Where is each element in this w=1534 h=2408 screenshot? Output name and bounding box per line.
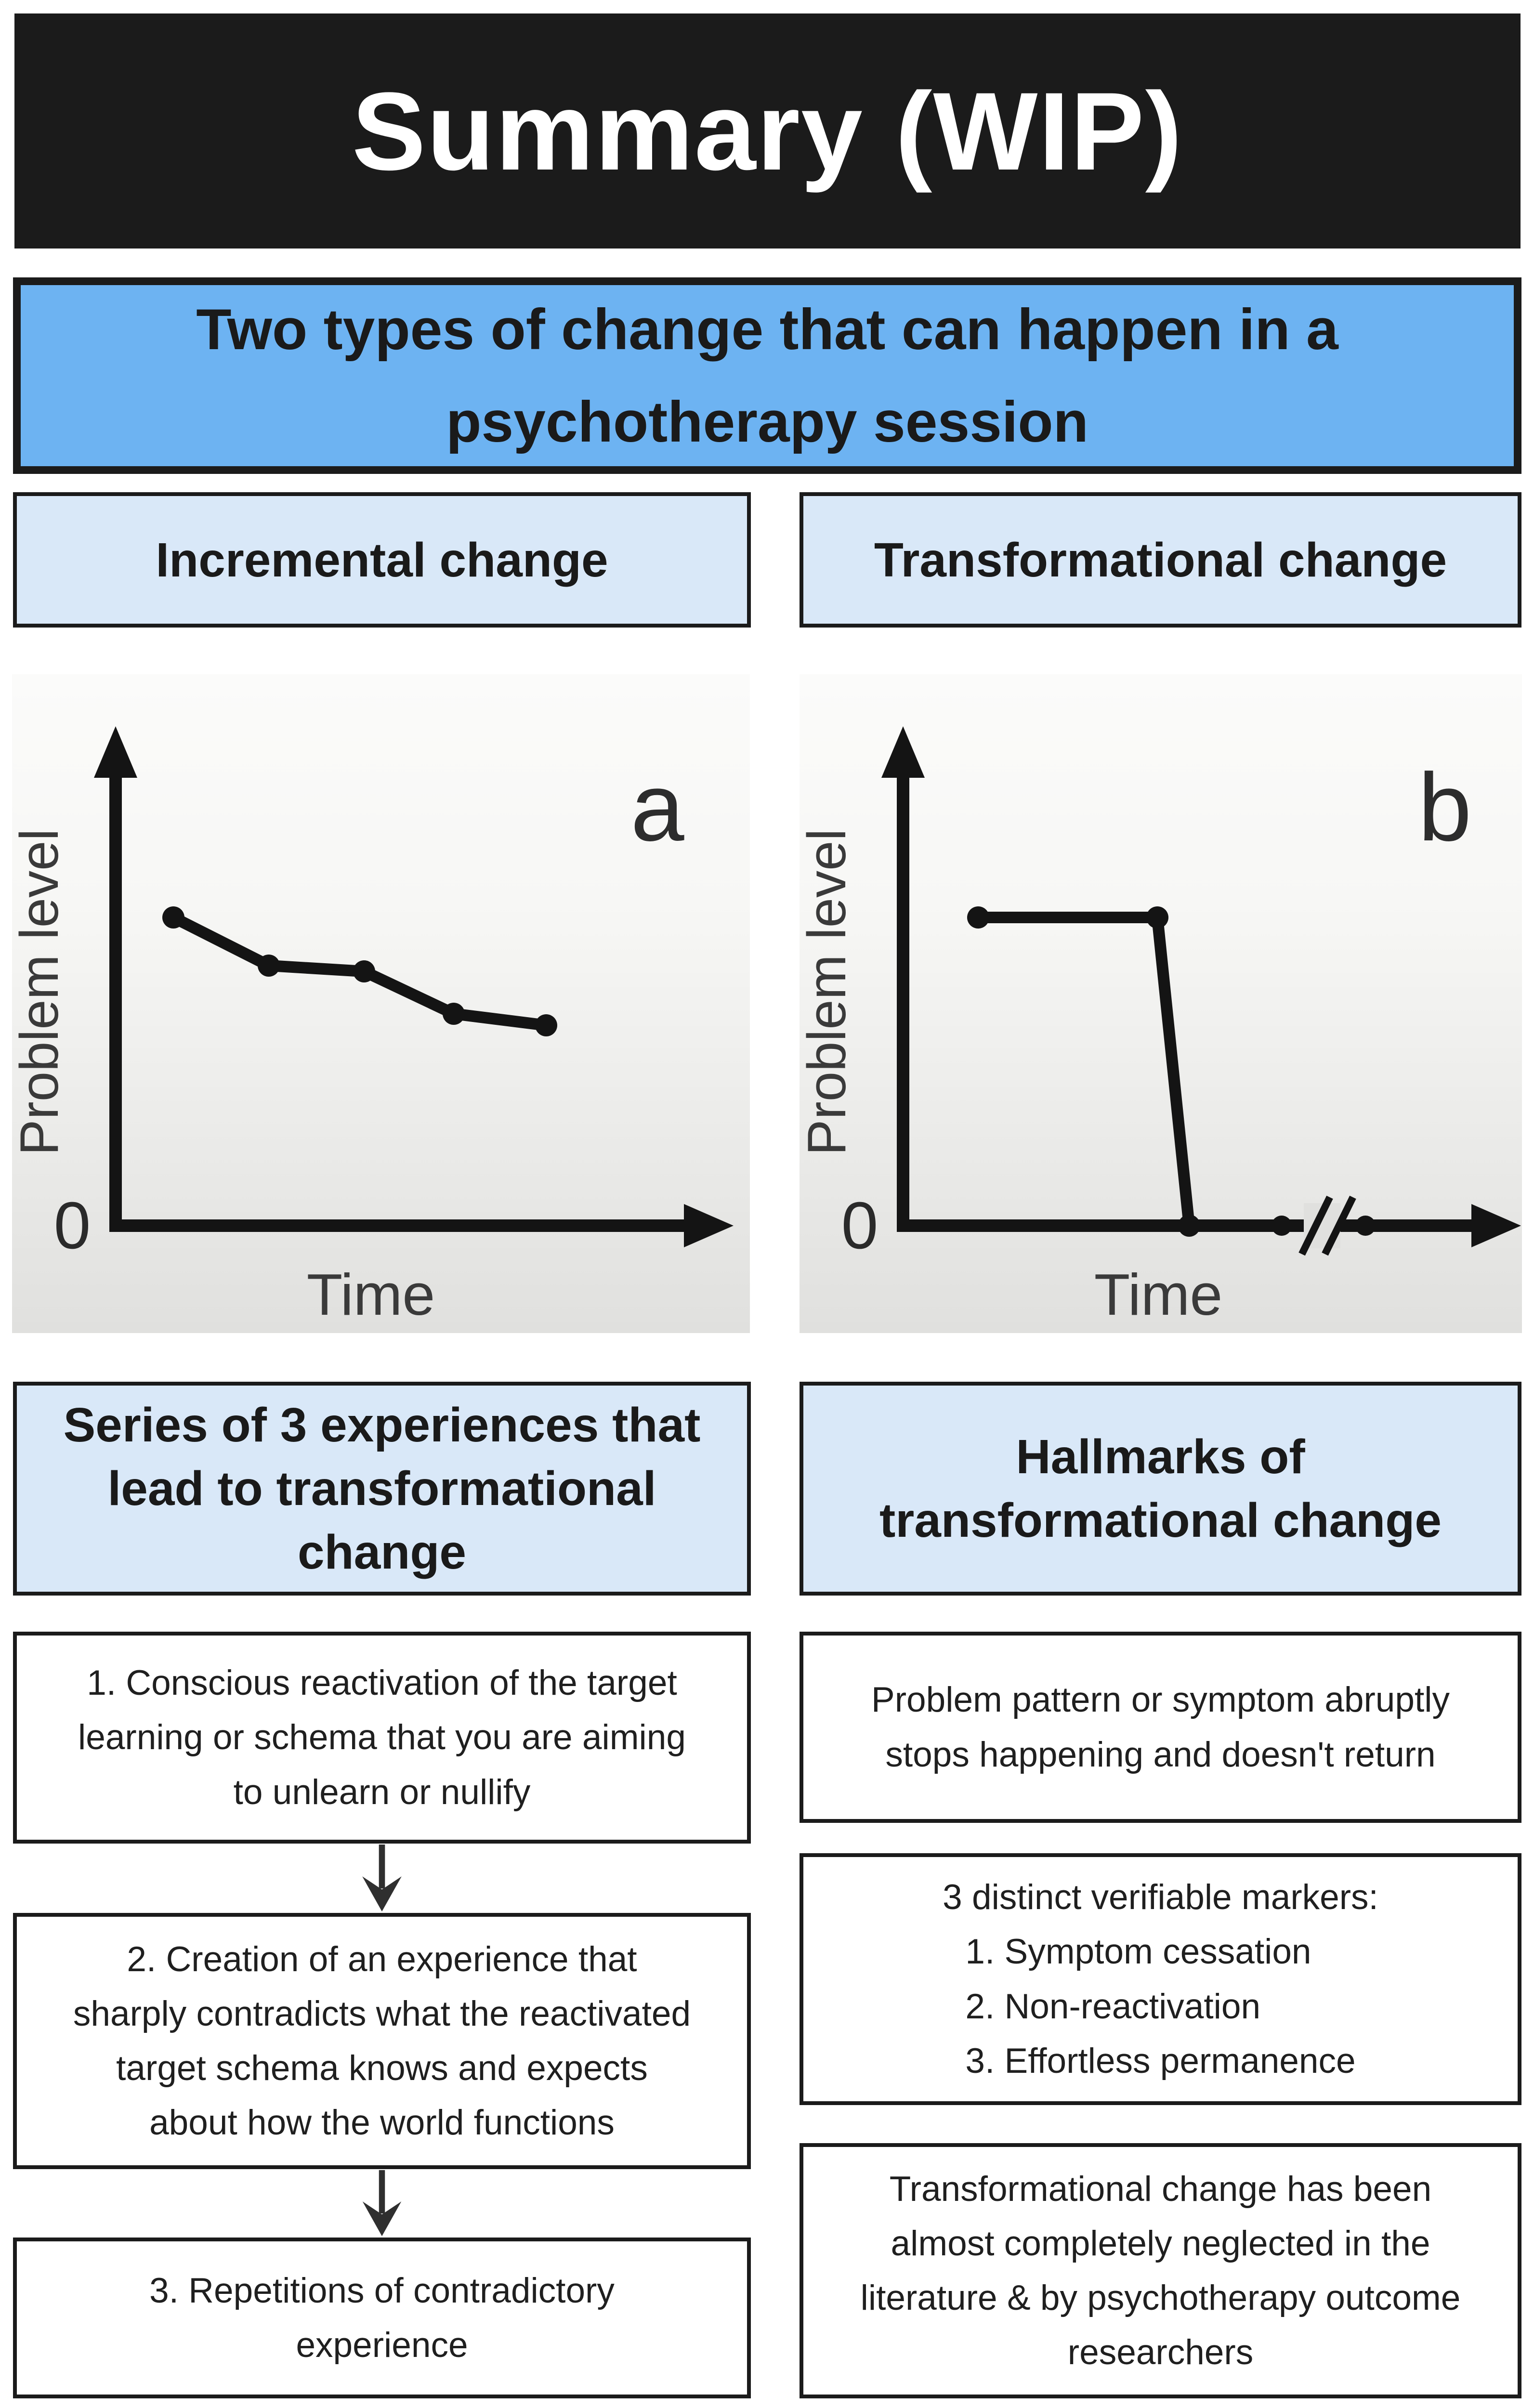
svg-text:Time: Time: [307, 1262, 435, 1327]
incremental-change-label: Incremental change: [156, 533, 608, 587]
down-arrow-icon: [348, 2170, 416, 2237]
marker-item: 3. Effortless permanence: [965, 2041, 1356, 2081]
neglected-note-box: Transformational change has been almost …: [800, 2143, 1521, 2398]
incremental-change-header: Incremental change: [13, 492, 751, 628]
svg-text:0: 0: [54, 1189, 91, 1263]
down-arrow-icon: [348, 1845, 416, 1912]
step-1-box: 1. Conscious reactivation of the target …: [13, 1632, 751, 1844]
markers-content: 3 distinct verifiable markers: 1. Sympto…: [943, 1870, 1378, 2088]
series-of-experiences-header: Series of 3 experiences that lead to tra…: [13, 1382, 751, 1596]
hallmark-description-text: Problem pattern or symptom abruptly stop…: [871, 1680, 1450, 1774]
page-title: Summary (WIP): [352, 69, 1183, 193]
svg-text:Problem level: Problem level: [800, 829, 857, 1156]
svg-text:Time: Time: [1094, 1262, 1223, 1327]
step-2-text: 2. Creation of an experience that sharpl…: [73, 1939, 691, 2143]
transformational-change-header: Transformational change: [800, 492, 1521, 628]
main-banner: Two types of change that can happen in a…: [13, 277, 1521, 474]
marker-item: 2. Non-reactivation: [965, 1987, 1261, 2026]
incremental-change-chart: 0 Time Problem level a: [12, 674, 750, 1333]
markers-list: 1. Symptom cessation 2. Non-reactivation…: [965, 1924, 1355, 2088]
step-2-box: 2. Creation of an experience that sharpl…: [13, 1913, 751, 2169]
svg-text:Problem level: Problem level: [12, 829, 69, 1156]
step-3-text: 3. Repetitions of contradictory experien…: [149, 2271, 615, 2365]
svg-text:a: a: [630, 754, 684, 861]
markers-box: 3 distinct verifiable markers: 1. Sympto…: [800, 1853, 1521, 2105]
markers-intro: 3 distinct verifiable markers:: [943, 1878, 1378, 1917]
chart-b-svg: 0 Time Problem level b: [800, 726, 1521, 1327]
main-banner-text: Two types of change that can happen in a…: [196, 297, 1338, 454]
transformational-change-chart: 0 Time Problem level b: [800, 674, 1522, 1333]
series-of-experiences-label: Series of 3 experiences that lead to tra…: [63, 1398, 701, 1579]
svg-text:b: b: [1418, 754, 1471, 861]
hallmark-description-box: Problem pattern or symptom abruptly stop…: [800, 1632, 1521, 1823]
marker-item: 1. Symptom cessation: [965, 1932, 1311, 1972]
hallmarks-header: Hallmarks of transformational change: [800, 1382, 1521, 1596]
step-1-text: 1. Conscious reactivation of the target …: [78, 1663, 686, 1812]
hallmarks-label: Hallmarks of transformational change: [879, 1430, 1442, 1547]
neglected-note-text: Transformational change has been almost …: [860, 2169, 1461, 2372]
chart-a-svg: 0 Time Problem level a: [12, 726, 734, 1327]
step-3-box: 3. Repetitions of contradictory experien…: [13, 2238, 751, 2398]
svg-text:0: 0: [841, 1189, 878, 1263]
title-bar: Summary (WIP): [14, 13, 1521, 249]
transformational-change-label: Transformational change: [874, 533, 1447, 587]
